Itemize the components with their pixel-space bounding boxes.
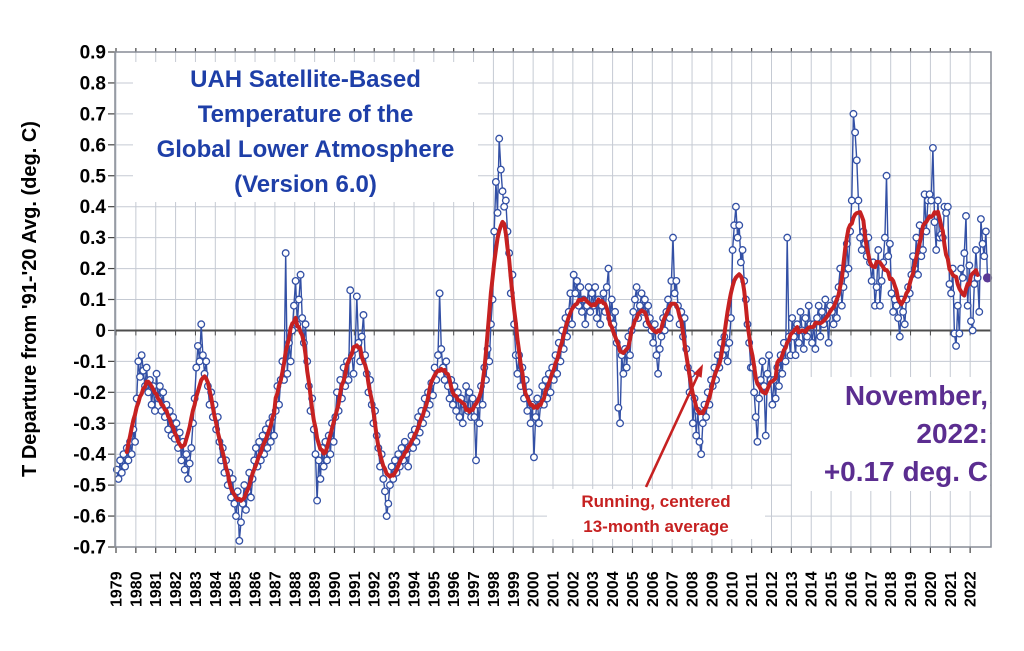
svg-text:0.9: 0.9 bbox=[80, 43, 106, 64]
chart-title-line-4: (Version 6.0) bbox=[234, 171, 377, 198]
y-axis-title: T Departure from '91-'20 Avg. (deg. C) bbox=[19, 121, 41, 477]
svg-text:2018: 2018 bbox=[883, 571, 900, 607]
svg-text:1988: 1988 bbox=[287, 571, 304, 607]
svg-text:1991: 1991 bbox=[347, 571, 364, 607]
svg-text:0: 0 bbox=[95, 321, 106, 342]
svg-text:2011: 2011 bbox=[744, 572, 761, 607]
svg-text:-0.6: -0.6 bbox=[73, 507, 106, 528]
chart-title-line-2: Temperature of the bbox=[197, 101, 414, 128]
svg-text:2006: 2006 bbox=[645, 571, 662, 607]
svg-text:0.3: 0.3 bbox=[80, 228, 106, 249]
svg-text:1990: 1990 bbox=[327, 571, 344, 607]
svg-text:2014: 2014 bbox=[804, 571, 821, 607]
svg-text:2019: 2019 bbox=[903, 571, 920, 607]
svg-text:1982: 1982 bbox=[168, 571, 185, 607]
svg-text:2020: 2020 bbox=[923, 571, 940, 607]
svg-text:-0.4: -0.4 bbox=[73, 445, 106, 466]
svg-text:2010: 2010 bbox=[724, 571, 741, 607]
svg-text:2013: 2013 bbox=[784, 571, 801, 607]
svg-text:1995: 1995 bbox=[426, 571, 443, 607]
svg-text:2005: 2005 bbox=[625, 571, 642, 607]
latest-point-marker bbox=[982, 273, 993, 283]
svg-text:2003: 2003 bbox=[585, 571, 602, 607]
svg-text:2017: 2017 bbox=[863, 571, 880, 607]
svg-text:2012: 2012 bbox=[764, 571, 781, 607]
svg-text:-0.3: -0.3 bbox=[73, 414, 106, 435]
chart-title-line-3: Global Lower Atmosphere bbox=[156, 136, 455, 163]
plot-frame bbox=[114, 51, 992, 548]
svg-text:0.6: 0.6 bbox=[80, 135, 106, 156]
svg-text:1996: 1996 bbox=[446, 571, 463, 607]
latest-value-callout: November, 2022: +0.17 deg. C bbox=[792, 377, 990, 491]
svg-text:1999: 1999 bbox=[506, 571, 523, 607]
smoothing-annotation-line-1: Running, centered bbox=[581, 492, 731, 511]
svg-text:2021: 2021 bbox=[943, 571, 960, 607]
svg-text:0.1: 0.1 bbox=[80, 290, 107, 311]
svg-text:1998: 1998 bbox=[486, 571, 503, 607]
y-tick-labels: 0.9 0.8 0.7 0.6 0.5 0.4 0.3 0.2 0.1 0 -0.1 -0.2 -0.3… bbox=[73, 43, 106, 559]
svg-text:0.4: 0.4 bbox=[80, 197, 107, 218]
svg-text:0.8: 0.8 bbox=[80, 73, 106, 94]
svg-text:2001: 2001 bbox=[546, 571, 563, 607]
smoothed-series-line bbox=[124, 209, 980, 503]
smoothing-annotation-line-2: 13-month average bbox=[583, 517, 729, 536]
svg-text:0.7: 0.7 bbox=[80, 104, 106, 125]
annotation-arrow bbox=[644, 364, 703, 488]
svg-text:2004: 2004 bbox=[605, 571, 622, 607]
svg-text:2016: 2016 bbox=[843, 571, 860, 607]
svg-text:0.2: 0.2 bbox=[80, 259, 106, 280]
svg-text:2015: 2015 bbox=[824, 571, 841, 607]
x-tick-labels: 1979 1980 1981 1982 1983 1984 1985 1986 1987 1988… bbox=[108, 571, 979, 607]
svg-text:2022: 2022 bbox=[963, 571, 980, 607]
svg-text:1993: 1993 bbox=[387, 571, 404, 607]
svg-text:2008: 2008 bbox=[685, 571, 702, 607]
smoothing-annotation: Running, centered 13-month average bbox=[547, 489, 765, 539]
svg-text:2007: 2007 bbox=[665, 571, 682, 607]
chart-title: UAH Satellite-Based Temperature of the G… bbox=[133, 62, 478, 202]
svg-text:1986: 1986 bbox=[248, 571, 265, 607]
svg-text:1992: 1992 bbox=[367, 571, 384, 607]
svg-text:-0.7: -0.7 bbox=[73, 538, 106, 559]
latest-value-line-2: 2022: bbox=[916, 418, 988, 449]
latest-value-line-3: +0.17 deg. C bbox=[823, 456, 988, 487]
svg-text:1987: 1987 bbox=[267, 571, 284, 607]
svg-text:0.5: 0.5 bbox=[80, 166, 107, 187]
latest-value-line-1: November, bbox=[844, 380, 988, 411]
svg-text:-0.2: -0.2 bbox=[73, 383, 106, 404]
svg-text:2009: 2009 bbox=[704, 571, 721, 607]
svg-text:1979: 1979 bbox=[108, 571, 125, 607]
svg-text:1985: 1985 bbox=[228, 571, 245, 607]
svg-text:-0.5: -0.5 bbox=[73, 476, 106, 497]
axis-ticks bbox=[108, 48, 971, 553]
svg-text:1981: 1981 bbox=[148, 571, 165, 607]
svg-text:2002: 2002 bbox=[565, 571, 582, 607]
svg-text:1980: 1980 bbox=[128, 571, 145, 607]
svg-text:1984: 1984 bbox=[208, 571, 225, 607]
svg-text:1997: 1997 bbox=[466, 571, 483, 607]
svg-text:1983: 1983 bbox=[188, 571, 205, 607]
svg-text:1994: 1994 bbox=[406, 571, 423, 607]
chart-title-line-1: UAH Satellite-Based bbox=[190, 66, 421, 93]
svg-text:-0.1: -0.1 bbox=[73, 352, 106, 373]
svg-text:1989: 1989 bbox=[307, 571, 324, 607]
zero-axis-line bbox=[115, 329, 991, 336]
svg-text:2000: 2000 bbox=[526, 571, 543, 607]
